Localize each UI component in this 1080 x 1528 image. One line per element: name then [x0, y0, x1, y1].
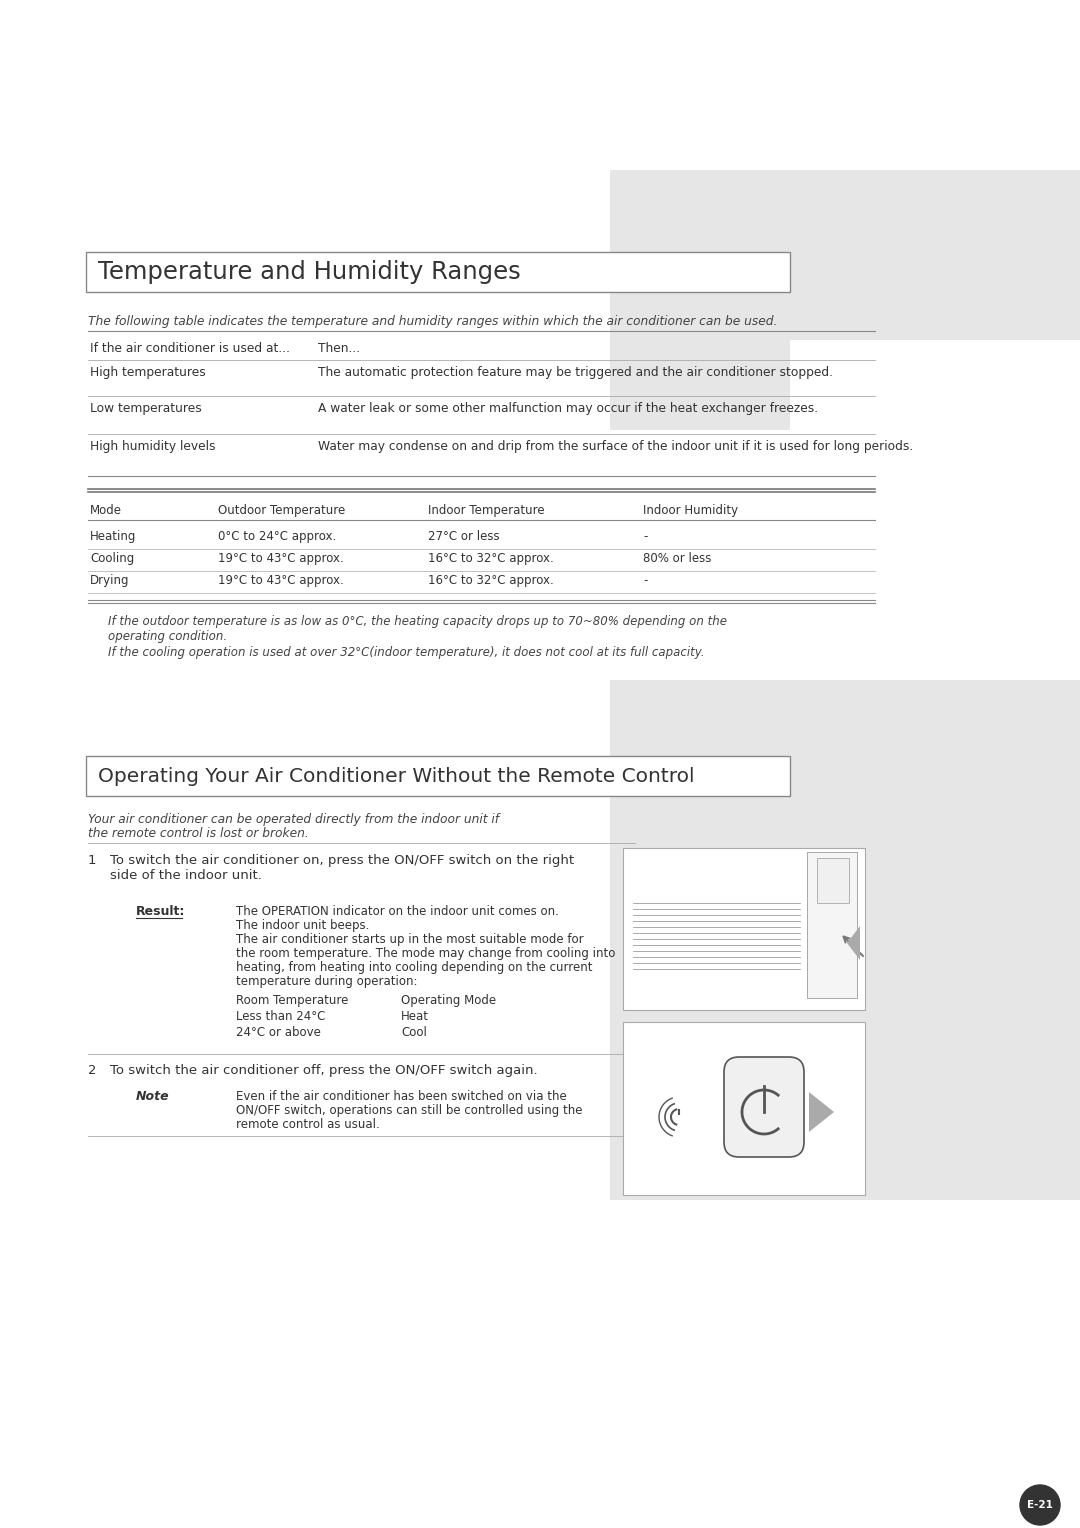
Text: operating condition.: operating condition.	[108, 630, 227, 643]
Text: A water leak or some other malfunction may occur if the heat exchanger freezes.: A water leak or some other malfunction m…	[318, 402, 819, 416]
Text: Your air conditioner can be operated directly from the indoor unit if: Your air conditioner can be operated dir…	[87, 813, 499, 827]
Text: The OPERATION indicator on the indoor unit comes on.: The OPERATION indicator on the indoor un…	[237, 905, 558, 918]
Text: ON/OFF switch, operations can still be controlled using the: ON/OFF switch, operations can still be c…	[237, 1105, 582, 1117]
Text: Operating Your Air Conditioner Without the Remote Control: Operating Your Air Conditioner Without t…	[98, 767, 694, 785]
Text: The following table indicates the temperature and humidity ranges within which t: The following table indicates the temper…	[87, 315, 778, 329]
Text: Indoor Humidity: Indoor Humidity	[643, 504, 738, 516]
Bar	[610, 170, 1080, 341]
Text: temperature during operation:: temperature during operation:	[237, 975, 418, 989]
Text: side of the indoor unit.: side of the indoor unit.	[110, 869, 261, 882]
Bar	[86, 756, 789, 796]
Circle shape	[1020, 1485, 1059, 1525]
FancyBboxPatch shape	[724, 1057, 804, 1157]
Text: 16°C to 32°C approx.: 16°C to 32°C approx.	[428, 552, 554, 565]
Text: Even if the air conditioner has been switched on via the: Even if the air conditioner has been swi…	[237, 1089, 567, 1103]
Bar	[623, 848, 865, 1010]
Text: Temperature and Humidity Ranges: Temperature and Humidity Ranges	[98, 260, 521, 284]
Text: Room Temperature: Room Temperature	[237, 995, 349, 1007]
Bar	[807, 853, 858, 998]
Bar	[623, 1022, 865, 1195]
Text: The indoor unit beeps.: The indoor unit beeps.	[237, 918, 369, 932]
Text: If the cooling operation is used at over 32°C(indoor temperature), it does not c: If the cooling operation is used at over…	[108, 646, 704, 659]
Bar	[610, 830, 1080, 1199]
Text: High temperatures: High temperatures	[90, 367, 206, 379]
Polygon shape	[847, 926, 860, 960]
Text: Result:: Result:	[136, 905, 186, 918]
Text: Less than 24°C: Less than 24°C	[237, 1010, 325, 1024]
Text: 1: 1	[87, 854, 96, 866]
Text: The automatic protection feature may be triggered and the air conditioner stoppe: The automatic protection feature may be …	[318, 367, 833, 379]
Text: High humidity levels: High humidity levels	[90, 440, 216, 452]
Text: 2: 2	[87, 1063, 96, 1077]
Text: To switch the air conditioner on, press the ON/OFF switch on the right: To switch the air conditioner on, press …	[110, 854, 575, 866]
Text: the room temperature. The mode may change from cooling into: the room temperature. The mode may chang…	[237, 947, 616, 960]
Text: E-21: E-21	[1027, 1500, 1053, 1510]
Text: -: -	[643, 530, 647, 542]
Text: Outdoor Temperature: Outdoor Temperature	[218, 504, 346, 516]
Text: To switch the air conditioner off, press the ON/OFF switch again.: To switch the air conditioner off, press…	[110, 1063, 538, 1077]
Text: 80% or less: 80% or less	[643, 552, 712, 565]
Text: Heating: Heating	[90, 530, 136, 542]
Text: Mode: Mode	[90, 504, 122, 516]
Text: The air conditioner starts up in the most suitable mode for: The air conditioner starts up in the mos…	[237, 934, 583, 946]
Text: Low temperatures: Low temperatures	[90, 402, 202, 416]
Text: 19°C to 43°C approx.: 19°C to 43°C approx.	[218, 552, 343, 565]
Text: Note: Note	[136, 1089, 170, 1103]
Text: -: -	[643, 575, 647, 587]
Text: 16°C to 32°C approx.: 16°C to 32°C approx.	[428, 575, 554, 587]
Bar	[816, 859, 849, 903]
Text: Indoor Temperature: Indoor Temperature	[428, 504, 544, 516]
Text: Operating Mode: Operating Mode	[401, 995, 496, 1007]
Text: Water may condense on and drip from the surface of the indoor unit if it is used: Water may condense on and drip from the …	[318, 440, 914, 452]
Text: If the outdoor temperature is as low as 0°C, the heating capacity drops up to 70: If the outdoor temperature is as low as …	[108, 614, 727, 628]
Text: remote control as usual.: remote control as usual.	[237, 1118, 380, 1131]
Text: Cool: Cool	[401, 1025, 427, 1039]
Text: Cooling: Cooling	[90, 552, 134, 565]
Bar	[86, 252, 789, 292]
Bar	[610, 341, 789, 429]
Text: If the air conditioner is used at...: If the air conditioner is used at...	[90, 342, 291, 354]
Text: the remote control is lost or broken.: the remote control is lost or broken.	[87, 827, 309, 840]
Text: 24°C or above: 24°C or above	[237, 1025, 321, 1039]
Text: 19°C to 43°C approx.: 19°C to 43°C approx.	[218, 575, 343, 587]
Text: heating, from heating into cooling depending on the current: heating, from heating into cooling depen…	[237, 961, 593, 973]
Text: Then...: Then...	[318, 342, 360, 354]
Text: 0°C to 24°C approx.: 0°C to 24°C approx.	[218, 530, 336, 542]
Text: Heat: Heat	[401, 1010, 429, 1024]
Text: Drying: Drying	[90, 575, 130, 587]
Bar	[610, 680, 1080, 830]
Polygon shape	[809, 1093, 834, 1132]
Text: 27°C or less: 27°C or less	[428, 530, 500, 542]
